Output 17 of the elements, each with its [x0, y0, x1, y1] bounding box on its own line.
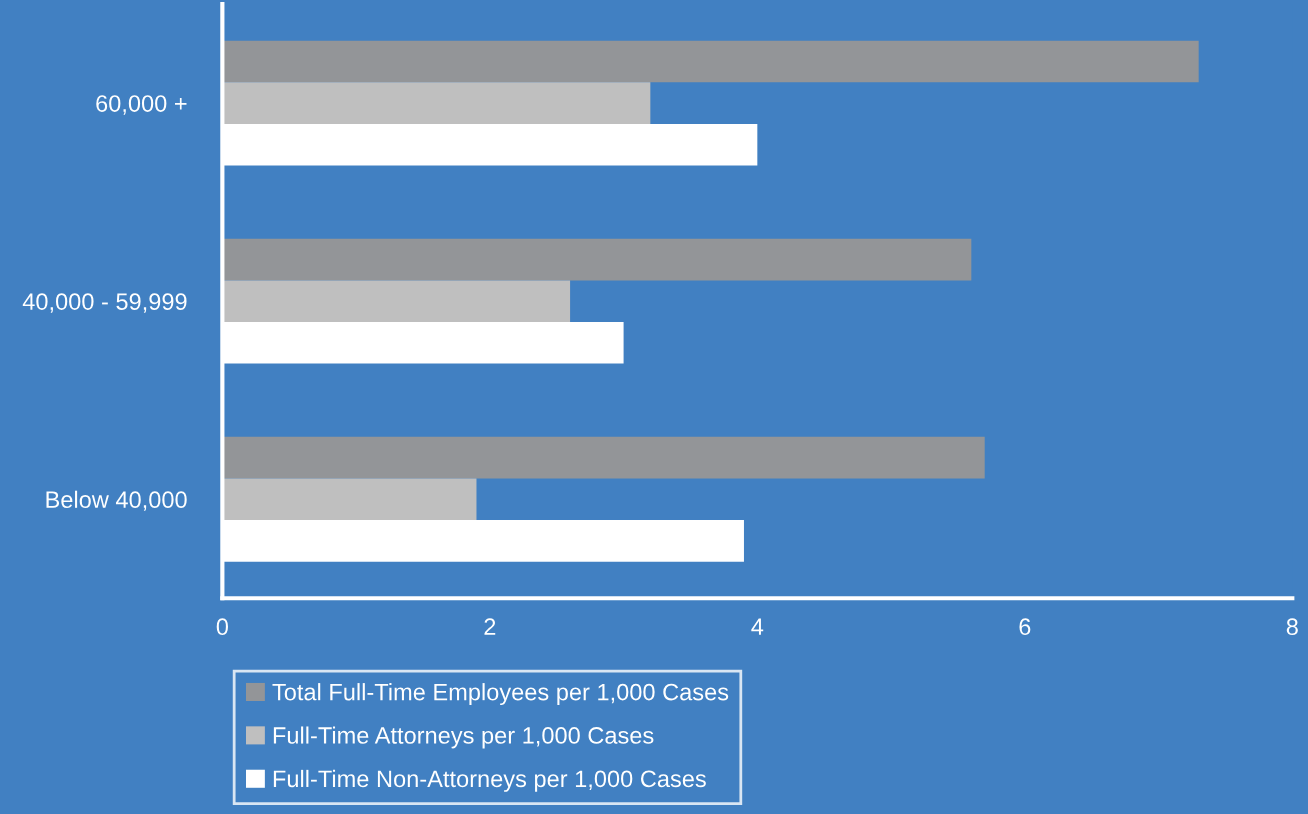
- y-tick-label: 60,000 +: [96, 95, 187, 115]
- bar: [222, 436, 985, 479]
- bar: [222, 478, 477, 521]
- bar: [222, 280, 571, 322]
- bar: [222, 40, 1199, 83]
- bar: [222, 238, 972, 281]
- x-tick-label: 6: [1019, 618, 1031, 636]
- x-tick-label: 4: [751, 618, 764, 635]
- y-tick-label: 40,000 - 59,999: [22, 293, 187, 313]
- x-tick-label: 8: [1286, 618, 1298, 636]
- legend-label: Full-Time Non-Attorneys per 1,000 Cases: [273, 769, 706, 792]
- legend-label: Total Full-Time Employees per 1,000 Cases: [272, 683, 729, 706]
- bar: [222, 82, 651, 124]
- x-tick-label: 0: [216, 618, 228, 636]
- x-tick-label: 2: [484, 618, 496, 635]
- legend-label: Full-Time Attorneys per 1,000 Cases: [273, 726, 654, 749]
- y-tick-label: Below 40,000: [46, 490, 187, 511]
